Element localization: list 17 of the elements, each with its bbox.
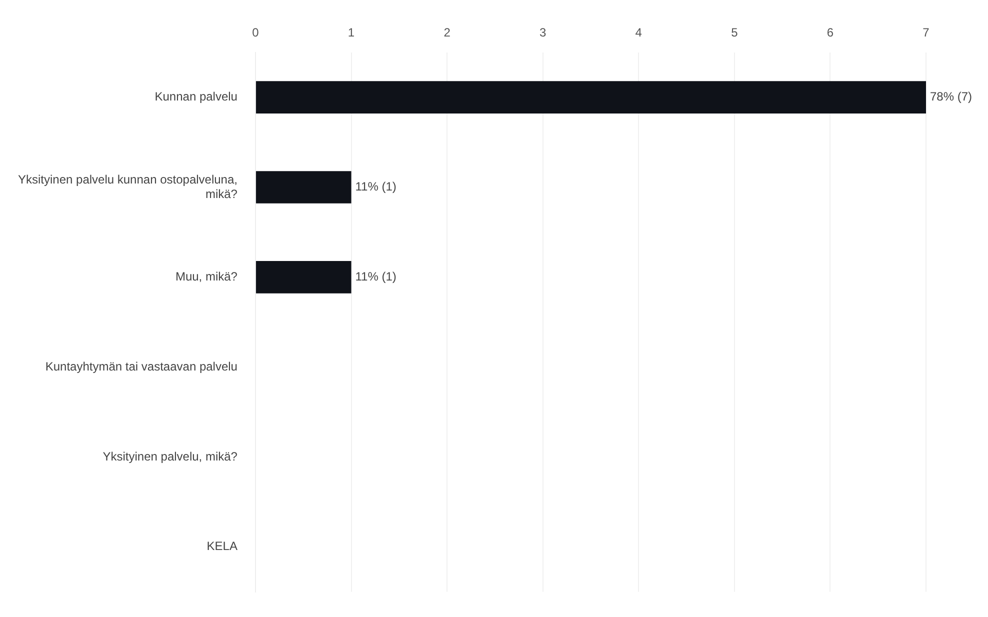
y-tick-label: Muu, mikä? [175,269,238,284]
y-tick-label: Yksityinen palvelu, mikä? [102,449,238,464]
x-tick-label: 0 [252,26,260,40]
x-tick-label: 1 [348,26,355,40]
y-tick-label: Kuntayhtymän tai vastaavan palvelu [45,359,238,374]
x-tick-label: 7 [922,26,930,40]
y-tick-label: KELA [206,539,238,554]
x-tick-label: 2 [444,26,451,40]
x-tick-label: 3 [540,26,546,40]
x-tick-label: 6 [826,26,834,40]
data-label: 78% (7) [930,90,972,104]
data-label: 11% (1) [355,180,396,194]
x-tick-label: 4 [635,26,642,40]
data-label: 11% (1) [355,269,396,284]
x-tick-label: 5 [731,26,738,40]
y-tick-label: Yksityinen palvelu kunnan ostopalveluna, mikä? [18,172,238,201]
y-tick-label: Kunnan palvelu [154,90,238,104]
